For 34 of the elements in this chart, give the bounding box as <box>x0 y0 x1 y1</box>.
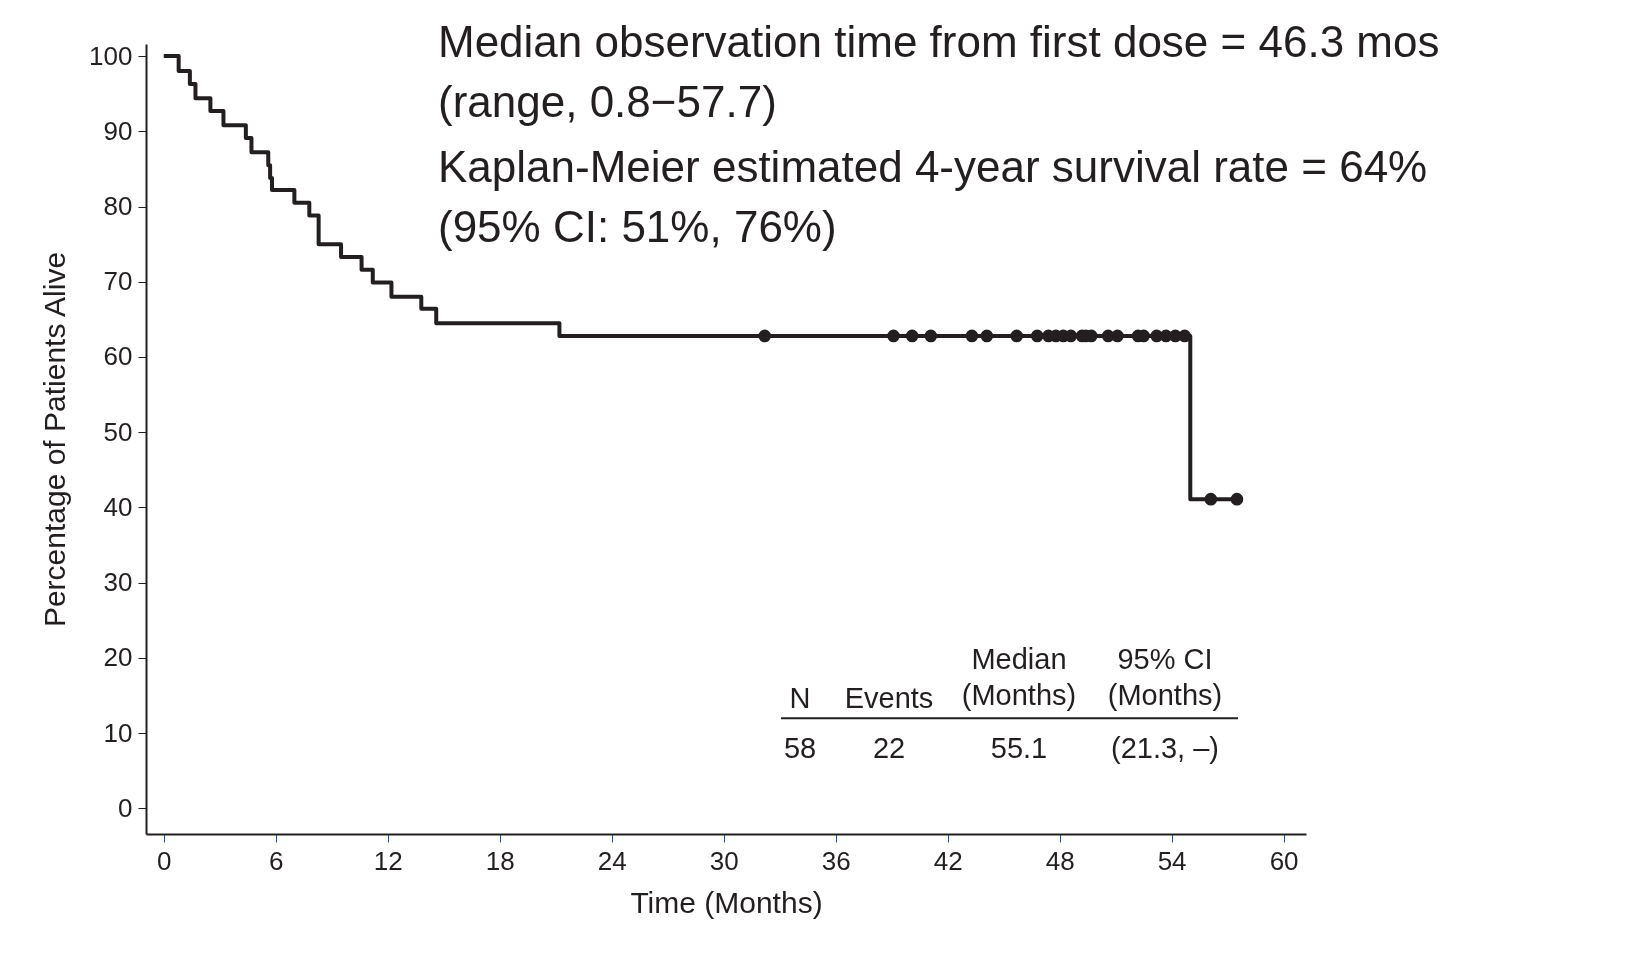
annotation: Kaplan-Meier estimated 4-year survival rate = 64% (95% CI: 51%, 76%) <box>438 142 1428 252</box>
x-tick-label: 6 <box>268 845 284 876</box>
x-tick-label: 60 <box>1269 845 1299 876</box>
y-tick-label: 50 <box>103 416 133 447</box>
annotation: Events <box>844 681 934 714</box>
y-tick-label: 60 <box>103 341 133 372</box>
x-tick-label: 0 <box>157 845 172 876</box>
x-tick-label: 18 <box>485 845 515 876</box>
y-tick-label: 80 <box>103 191 133 222</box>
x-tick-label: 24 <box>597 845 627 876</box>
y-tick-label: 20 <box>103 642 133 673</box>
y-axis-title: Percentage of Patients Alive <box>38 251 72 628</box>
annotation: 58 <box>783 732 817 765</box>
y-tick-label: 100 <box>89 40 133 71</box>
x-tick-label: 36 <box>821 845 851 876</box>
x-tick-label: 42 <box>933 845 963 876</box>
x-tick-label: 30 <box>709 845 739 876</box>
y-tick-label: 0 <box>118 792 133 823</box>
annotation: 95% CI (Months) <box>1107 643 1223 711</box>
x-tick-label: 48 <box>1045 845 1075 876</box>
y-tick-label: 10 <box>103 717 133 748</box>
x-tick-label: 54 <box>1157 845 1187 876</box>
x-axis-title: Time (Months) <box>630 885 823 919</box>
annotation: (21.3, –) <box>1111 732 1219 765</box>
y-tick-label: 90 <box>103 115 133 146</box>
annotation: 22 <box>872 732 906 765</box>
x-tick-label: 12 <box>373 845 403 876</box>
y-tick-label: 30 <box>103 567 133 598</box>
annotation: Median observation time from first dose = 46.3 mos (range, 0.8−57.7) <box>438 17 1440 127</box>
annotation: 55.1 <box>990 732 1048 765</box>
y-tick-label: 70 <box>103 266 133 297</box>
y-tick-label: 40 <box>103 491 133 522</box>
annotation: Median (Months) <box>961 643 1077 711</box>
annotation: N <box>789 681 811 714</box>
